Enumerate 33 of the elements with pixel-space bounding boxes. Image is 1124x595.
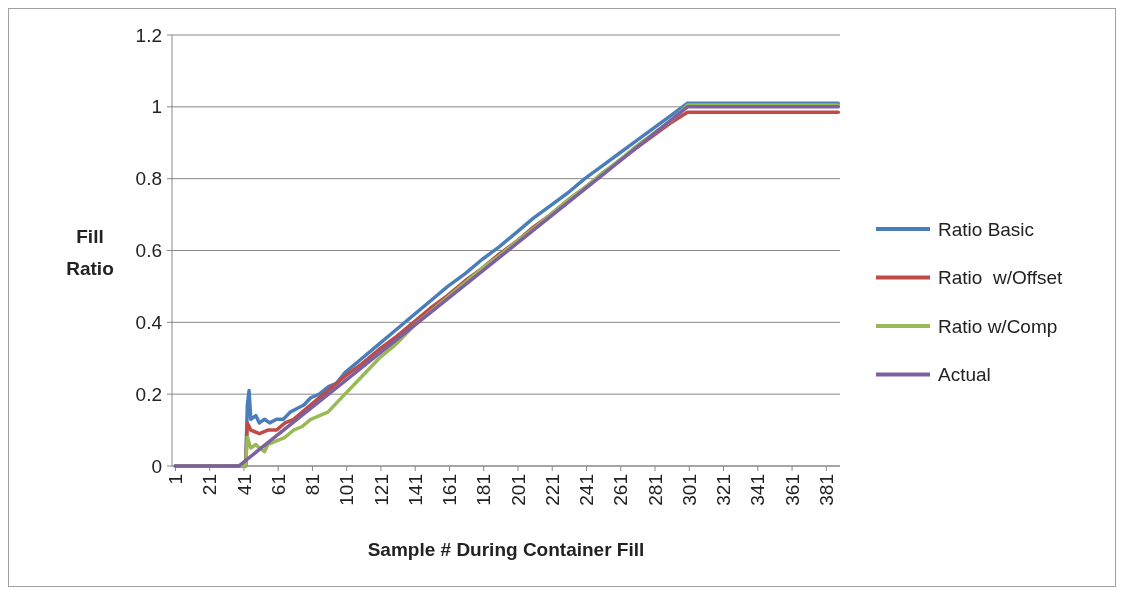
y-axis-title: Fill Ratio: [66, 225, 114, 279]
legend-label: Ratio w/Comp: [938, 315, 1058, 337]
x-tick-label: 281: [644, 474, 666, 506]
x-tick-label: 341: [747, 474, 769, 506]
y-tick-label: 0.2: [135, 383, 162, 405]
y-tick-label: 0: [151, 455, 162, 477]
x-tick-label: 301: [678, 474, 700, 506]
x-tick-label: 241: [576, 474, 598, 506]
x-tick-label: 321: [713, 474, 735, 506]
x-tick-label: 161: [439, 474, 461, 506]
x-axis-title: Sample # During Container Fill: [367, 539, 645, 560]
x-tick-label: 41: [233, 474, 255, 496]
x-tick-label: 361: [781, 474, 803, 506]
x-tick-label: 141: [404, 474, 426, 506]
x-tick-label: 1: [165, 474, 187, 485]
x-tick-label: 181: [473, 474, 495, 506]
y-tick-label: 1.2: [135, 24, 162, 46]
legend-label: Actual: [938, 364, 991, 386]
y-tick-label: 0.8: [135, 168, 162, 190]
x-tick-label: 381: [815, 474, 837, 506]
x-tick-label: 81: [302, 474, 324, 496]
legend-label: Ratio w/Offset: [938, 267, 1063, 289]
y-tick-label: 0.6: [135, 240, 162, 262]
x-tick-label: 121: [370, 474, 392, 506]
y-tick-label: 1: [151, 96, 162, 118]
x-tick-label: 101: [336, 474, 358, 506]
x-tick-label: 21: [199, 474, 221, 496]
x-tick-label: 261: [610, 474, 632, 506]
y-tick-label: 0.4: [135, 311, 163, 333]
x-tick-label: 61: [267, 474, 289, 496]
legend-label: Ratio Basic: [938, 218, 1035, 240]
x-tick-label: 201: [507, 474, 529, 506]
x-tick-label: 221: [541, 474, 563, 506]
